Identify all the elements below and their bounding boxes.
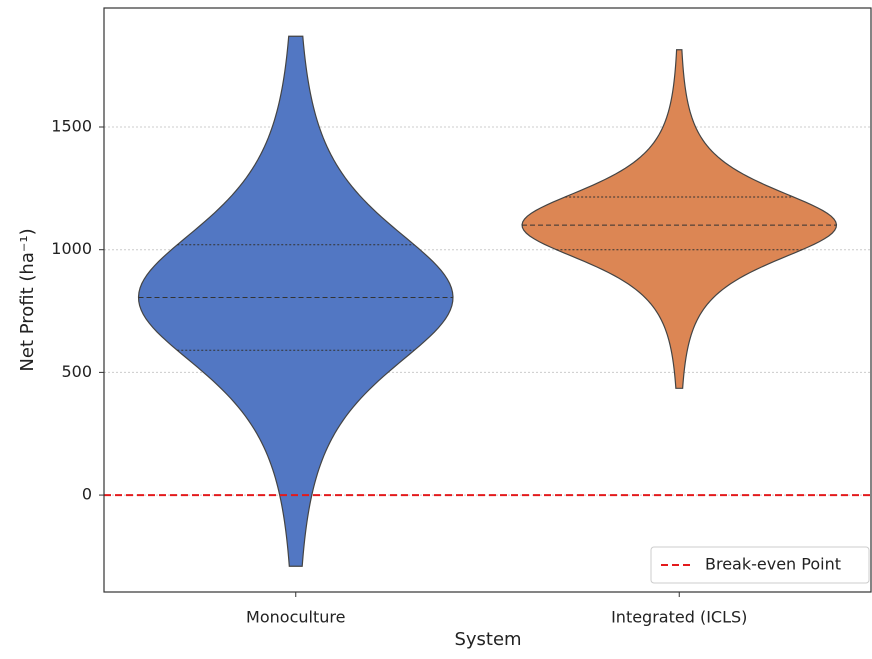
- y-tick-label: 1500: [51, 117, 92, 136]
- legend-box: [650, 546, 870, 584]
- plot-frame: [103, 7, 872, 593]
- y-tick-label: 0: [82, 485, 92, 504]
- x-tick-label: Monoculture: [246, 608, 345, 627]
- legend: Break-even Point: [650, 546, 870, 584]
- x-tick-label: Integrated (ICLS): [611, 608, 747, 627]
- y-tick-label: 500: [61, 362, 92, 381]
- violin-body: [521, 49, 838, 389]
- x-axis-title: System: [454, 629, 521, 650]
- y-axis-title: Net Profit (ha⁻¹): [17, 228, 38, 371]
- violin-body: [137, 35, 454, 567]
- y-tick-label: 1000: [51, 239, 92, 258]
- legend-label: Break-even Point: [705, 555, 841, 574]
